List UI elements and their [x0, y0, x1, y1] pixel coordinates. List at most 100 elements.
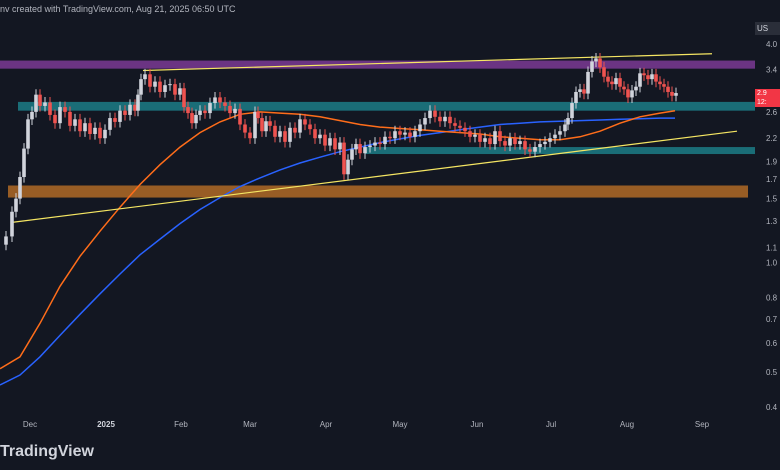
y-tick-label: 1.0 [766, 259, 778, 268]
candle-body [566, 118, 570, 125]
candle-body [630, 90, 634, 98]
candle-body [78, 119, 82, 132]
candle-body [558, 131, 562, 135]
candle-body [418, 124, 422, 132]
ma-fast-line [0, 109, 676, 370]
candle-body [602, 67, 606, 77]
candle-body [218, 97, 222, 103]
candle-body [642, 73, 646, 76]
candle-body [458, 125, 462, 128]
candle-body [393, 131, 397, 139]
candle-body [618, 78, 622, 87]
candle-body [533, 147, 537, 152]
candle-body [493, 131, 497, 145]
candle-body [503, 141, 507, 146]
candle-body [256, 111, 260, 119]
ma-slow-line [0, 117, 675, 386]
candle-body [10, 211, 14, 237]
candle-body [198, 110, 202, 115]
candle-body [158, 81, 162, 92]
candle-body [478, 134, 482, 142]
candle-body [513, 138, 517, 145]
y-tick-label: 1.1 [766, 244, 778, 253]
candle-body [308, 124, 312, 130]
candle-body [342, 142, 346, 175]
y-tick-label: 0.8 [766, 294, 778, 303]
candle-body [238, 108, 242, 125]
candle-body [543, 141, 547, 145]
y-tick-label: 1.5 [766, 195, 778, 204]
y-tick-label: 4.0 [766, 40, 778, 49]
candle-body [228, 105, 232, 114]
candle-body [203, 110, 207, 114]
candle-body [438, 116, 442, 122]
y-tick-label: 0.4 [766, 403, 778, 412]
candle-body [93, 127, 97, 134]
candle-body [358, 144, 362, 154]
candle-body [658, 81, 662, 85]
candle-body [173, 84, 177, 95]
candle-body [53, 114, 57, 124]
candle-body [14, 198, 18, 212]
candle-body [463, 127, 467, 132]
price-axis [755, 0, 780, 470]
last-price-value: 2.9 [757, 90, 767, 97]
candle-body [650, 74, 654, 80]
y-tick-label: 0.5 [766, 368, 778, 377]
candle-body [108, 118, 112, 130]
candle-body [338, 142, 342, 150]
candle-body [83, 123, 87, 132]
candle-body [328, 138, 332, 146]
candle-body [26, 119, 30, 149]
candle-body [260, 118, 264, 132]
candle-body [634, 86, 638, 91]
candle-body [223, 102, 227, 106]
x-tick-label: Mar [243, 420, 257, 429]
candle-body [670, 91, 674, 96]
candle-body [378, 142, 382, 145]
candle-body [662, 84, 666, 87]
candle-body [43, 102, 47, 106]
candle-body [293, 127, 297, 133]
candle-body [528, 149, 532, 152]
candle-body [610, 81, 614, 85]
ticker-label[interactable]: US [755, 22, 780, 35]
candle-body [523, 141, 527, 150]
candle-body [368, 145, 372, 148]
candle-body [163, 85, 167, 92]
candle-body [622, 86, 626, 90]
candle-body [68, 111, 72, 126]
upper-trendline [142, 53, 713, 72]
candle-body [373, 142, 377, 146]
candle-body [626, 89, 630, 98]
candle-body [313, 129, 317, 139]
candle-body [303, 119, 307, 125]
tradingview-logo[interactable]: TradingView [0, 440, 94, 464]
candle-body [346, 159, 350, 175]
y-tick-label: 3.4 [766, 66, 778, 75]
candle-body [88, 123, 92, 134]
y-tick-label: 1.9 [766, 157, 778, 166]
x-tick-label: Dec [23, 420, 37, 429]
candle-body [136, 94, 140, 111]
header-caption: nv created with TradingView.com, Aug 21,… [0, 4, 236, 14]
candle-body [646, 75, 650, 80]
support-zone-mid [365, 147, 762, 155]
candle-body [408, 132, 412, 137]
y-tick-label: 2.6 [766, 108, 778, 117]
candle-body [590, 61, 594, 72]
candle-body [190, 113, 194, 124]
candle-body [614, 78, 618, 85]
candle-body [278, 131, 282, 137]
x-tick-label: Apr [320, 420, 333, 429]
candle-body [508, 138, 512, 146]
candle-body [594, 58, 598, 62]
x-tick-label: May [392, 420, 407, 429]
x-tick-label: Jul [546, 420, 556, 429]
candle-body [139, 79, 143, 95]
candle-body [413, 131, 417, 137]
candle-body [253, 111, 257, 139]
candle-body [654, 74, 658, 82]
time-axis [0, 415, 755, 437]
